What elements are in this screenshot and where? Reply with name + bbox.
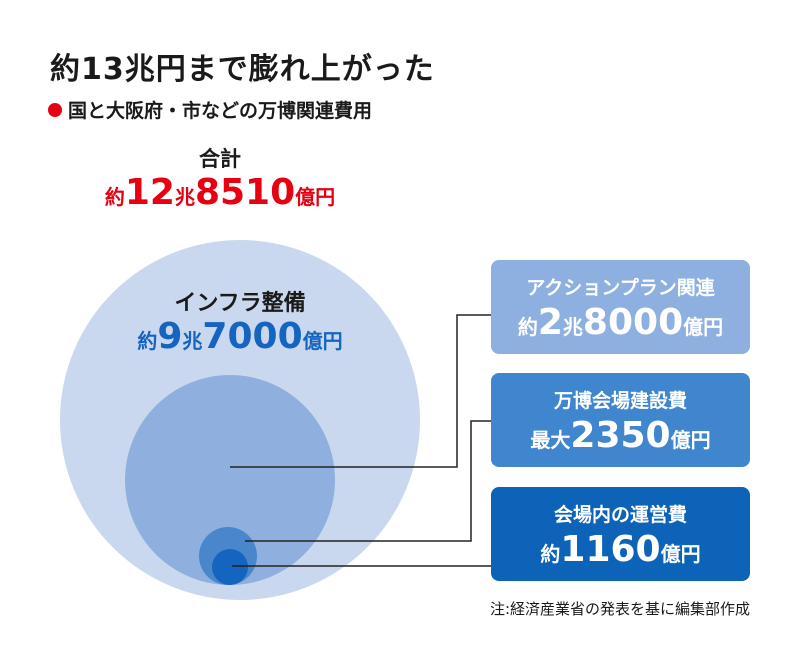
infra-trillion: 9 (157, 316, 183, 357)
bubble-operations (212, 549, 248, 585)
bullet-icon (48, 102, 62, 117)
leader-line-action-plan (230, 314, 491, 468)
infra-label: インフラ整備 (174, 291, 306, 316)
infra-unit2: 億円 (302, 329, 343, 353)
leader-line-venue-construction (245, 420, 491, 542)
source-note: 注:経済産業省の発表を基に編集部作成 (489, 600, 750, 618)
subtitle-text: 国と大阪府・市などの万博関連費用 (68, 100, 373, 122)
infra-prefix: 約 (137, 329, 158, 353)
box-value: 8000 (582, 302, 684, 343)
total-prefix: 約 (104, 185, 125, 209)
box-value: 1160 (560, 529, 661, 570)
box-trillion: 2 (537, 302, 563, 343)
infra-value: 約9兆7000億円 (60, 316, 420, 357)
box-value: 2350 (570, 415, 671, 456)
box-unit1: 兆 (562, 315, 583, 339)
bubble-action-plan (125, 375, 335, 585)
total-value: 約12兆8510億円 (0, 172, 440, 213)
subtitle: 国と大阪府・市などの万博関連費用 (48, 96, 372, 123)
total-label: 合計 (199, 147, 241, 171)
total-trillion: 12 (124, 172, 175, 213)
box-label: 会場内の運営費 (553, 504, 687, 526)
box-prefix: 最大 (530, 428, 571, 452)
box-prefix: 約 (517, 315, 538, 339)
box-prefix: 約 (540, 542, 561, 566)
infra-billion: 7000 (202, 316, 303, 357)
total-unit1: 兆 (174, 185, 195, 209)
box-unit2: 億円 (683, 315, 724, 339)
total-unit2: 億円 (295, 185, 336, 209)
box-unit2: 億円 (670, 428, 711, 452)
box-action-plan: アクションプラン関連 約2兆8000億円 (491, 260, 750, 354)
page-title: 約13兆円まで膨れ上がった (50, 52, 435, 87)
infra-unit1: 兆 (182, 329, 203, 353)
box-label: アクションプラン関連 (526, 277, 715, 299)
box-venue-construction: 万博会場建設費 最大2350億円 (491, 373, 750, 467)
box-operations: 会場内の運営費 約1160億円 (491, 487, 750, 581)
box-unit2: 億円 (660, 542, 701, 566)
total-billion: 8510 (194, 172, 296, 213)
box-label: 万博会場建設費 (553, 390, 687, 412)
